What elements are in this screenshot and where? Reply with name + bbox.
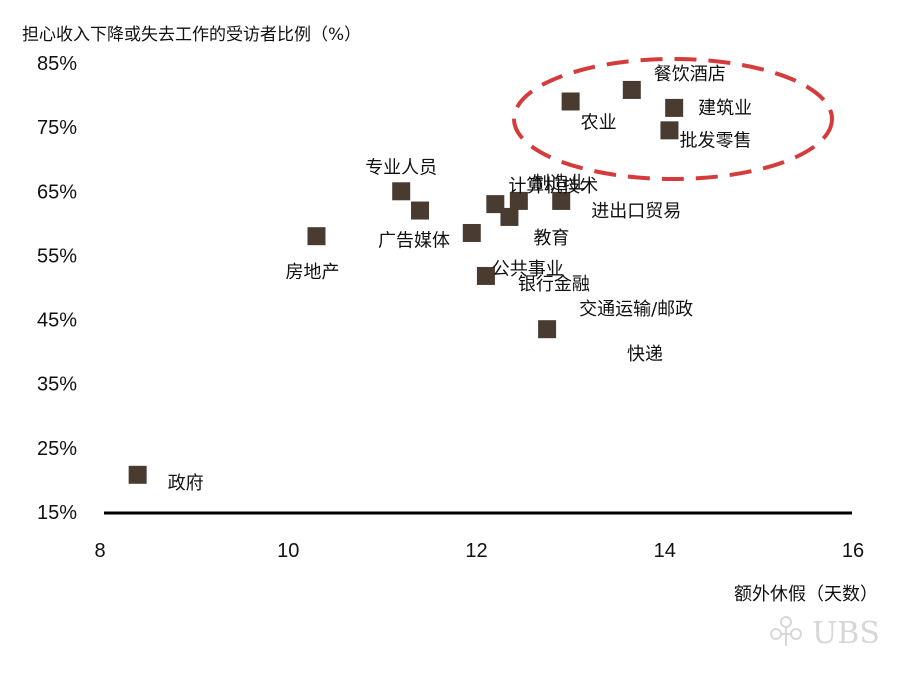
data-point — [538, 320, 557, 339]
point-label: 建筑业 — [698, 98, 752, 119]
x-tick-label: 14 — [654, 540, 676, 562]
y-tick-labels: 15% 25% 35% 45% 55% 65% 75% 85% — [37, 53, 77, 524]
x-axis-label: 额外休假（天数） — [734, 584, 878, 605]
data-point — [128, 465, 147, 484]
point-label: 广告媒体 — [378, 231, 450, 252]
point-label: 计算机技术 — [508, 176, 598, 197]
y-axis-label: 担心收入下降或失去工作的受访者比例（%） — [22, 25, 361, 45]
data-point — [392, 182, 411, 201]
data-point — [509, 191, 528, 210]
point-label: 批发零售 — [679, 130, 751, 151]
extra-label: 快递 — [627, 344, 663, 365]
data-point — [411, 201, 430, 220]
y-tick-label: 45% — [37, 310, 77, 332]
data-point — [462, 223, 481, 242]
data-point — [476, 266, 495, 285]
y-tick-label: 85% — [37, 53, 77, 75]
data-point — [486, 195, 505, 214]
point-label: 进出口贸易 — [591, 201, 681, 222]
data-point — [561, 92, 580, 111]
ubs-logo: UBS — [770, 616, 880, 651]
x-tick-label: 10 — [277, 540, 299, 562]
data-point — [552, 191, 571, 210]
point-label: 交通运输/邮政 — [579, 299, 693, 320]
point-label: 餐饮酒店 — [654, 64, 726, 85]
y-tick-label: 55% — [37, 245, 77, 267]
y-tick-label: 65% — [37, 181, 77, 203]
point-label: 农业 — [581, 112, 617, 133]
data-points — [128, 80, 684, 484]
point-label: 银行金融 — [518, 274, 590, 295]
y-tick-label: 25% — [37, 438, 77, 460]
x-tick-labels: 8 10 12 14 16 — [94, 540, 864, 562]
x-tick-label: 8 — [94, 540, 105, 562]
point-label: 公共事业 — [492, 259, 564, 280]
point-label: 专业人员 — [365, 157, 437, 178]
keys-icon — [770, 616, 802, 646]
point-label: 房地产 — [285, 262, 339, 283]
y-tick-label: 35% — [37, 374, 77, 396]
point-label: 教育 — [533, 228, 569, 249]
data-point — [660, 121, 679, 140]
x-tick-label: 16 — [842, 540, 864, 562]
data-point — [307, 227, 326, 246]
y-tick-label: 75% — [37, 117, 77, 139]
highlight-ellipse — [512, 57, 834, 181]
data-point — [665, 98, 684, 117]
data-point — [622, 80, 641, 99]
data-point — [500, 207, 519, 226]
point-label: 制造业 — [532, 173, 586, 194]
ubs-watermark: UBS — [812, 616, 880, 651]
point-label: 政府 — [168, 473, 204, 494]
x-tick-label: 12 — [465, 540, 487, 562]
y-tick-label: 15% — [37, 502, 77, 524]
